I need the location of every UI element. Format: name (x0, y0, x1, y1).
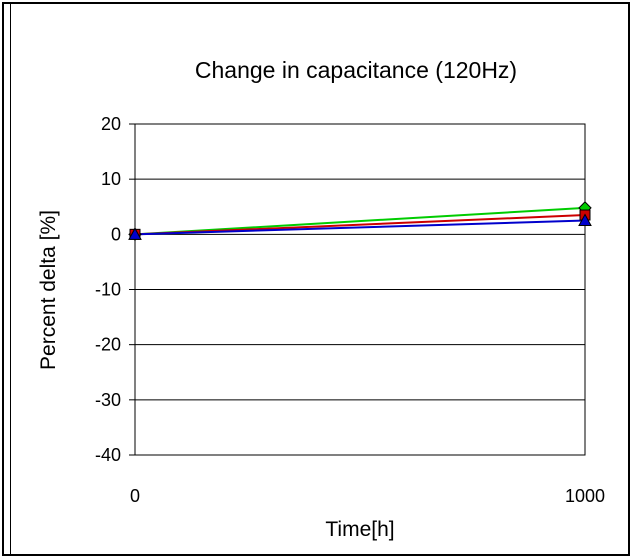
series-line-0 (134, 206, 586, 236)
series-lines (134, 206, 586, 236)
x-tick-labels: 0 1000 (130, 486, 605, 506)
chart-title: Change in capacitance (120Hz) (195, 57, 517, 83)
plot-area (134, 123, 586, 456)
x-tick-label: 0 (130, 486, 140, 506)
x-axis-title: Time[h] (325, 518, 394, 541)
y-tick-label: 20 (101, 114, 121, 134)
y-tick-label: -20 (95, 335, 121, 355)
y-tick-label: -30 (95, 390, 121, 410)
gridlines (129, 123, 585, 456)
y-axis-title: Percent delta [%] (37, 210, 60, 370)
series-line-2 (134, 219, 586, 236)
x-tick-label: 1000 (565, 486, 605, 506)
y-tick-label: -40 (95, 445, 121, 465)
data-point-s2-p1 (578, 213, 592, 227)
data-point-s2-p0 (128, 227, 142, 240)
series-markers (128, 201, 592, 242)
chart-frame-inner-border (10, 4, 628, 554)
chart-frame (2, 2, 630, 556)
y-tick-label: 10 (101, 169, 121, 189)
y-tick-label: 0 (111, 224, 121, 244)
y-tick-label: -10 (95, 280, 121, 300)
y-tick-labels: 20 10 0 -10 -20 -30 -40 (95, 114, 121, 465)
